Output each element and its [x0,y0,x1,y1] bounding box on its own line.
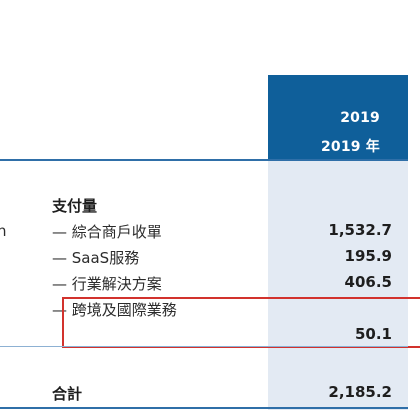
year-header: 2019 2019 年 [268,75,408,160]
clipped-edge-text: n [0,222,7,240]
row-value-saas: 195.9 [344,247,392,265]
row-value-cross-border: 50.1 [354,325,392,343]
table-top-rule [0,159,408,161]
highlight-annotation-box [62,297,420,348]
row-label-saas: — SaaS服務 [52,249,140,267]
year-header-year: 2019 [340,110,380,126]
total-value: 2,185.2 [328,383,392,401]
section-title: 支付量 [52,197,98,215]
total-label: 合計 [52,385,83,403]
subtotal-rule [0,346,408,347]
row-value-merchant-acquiring: 1,532.7 [328,221,392,239]
value-column-shade [268,160,408,410]
row-label-merchant-acquiring: — 綜合商戶收單 [52,223,162,241]
row-value-industry-solutions: 406.5 [344,273,392,291]
row-label-cross-border: — 跨境及國際業務 [52,301,177,319]
year-header-year-label: 2019 年 [320,139,380,155]
row-label-industry-solutions: — 行業解決方案 [52,275,162,293]
table-bottom-rule [0,407,408,409]
